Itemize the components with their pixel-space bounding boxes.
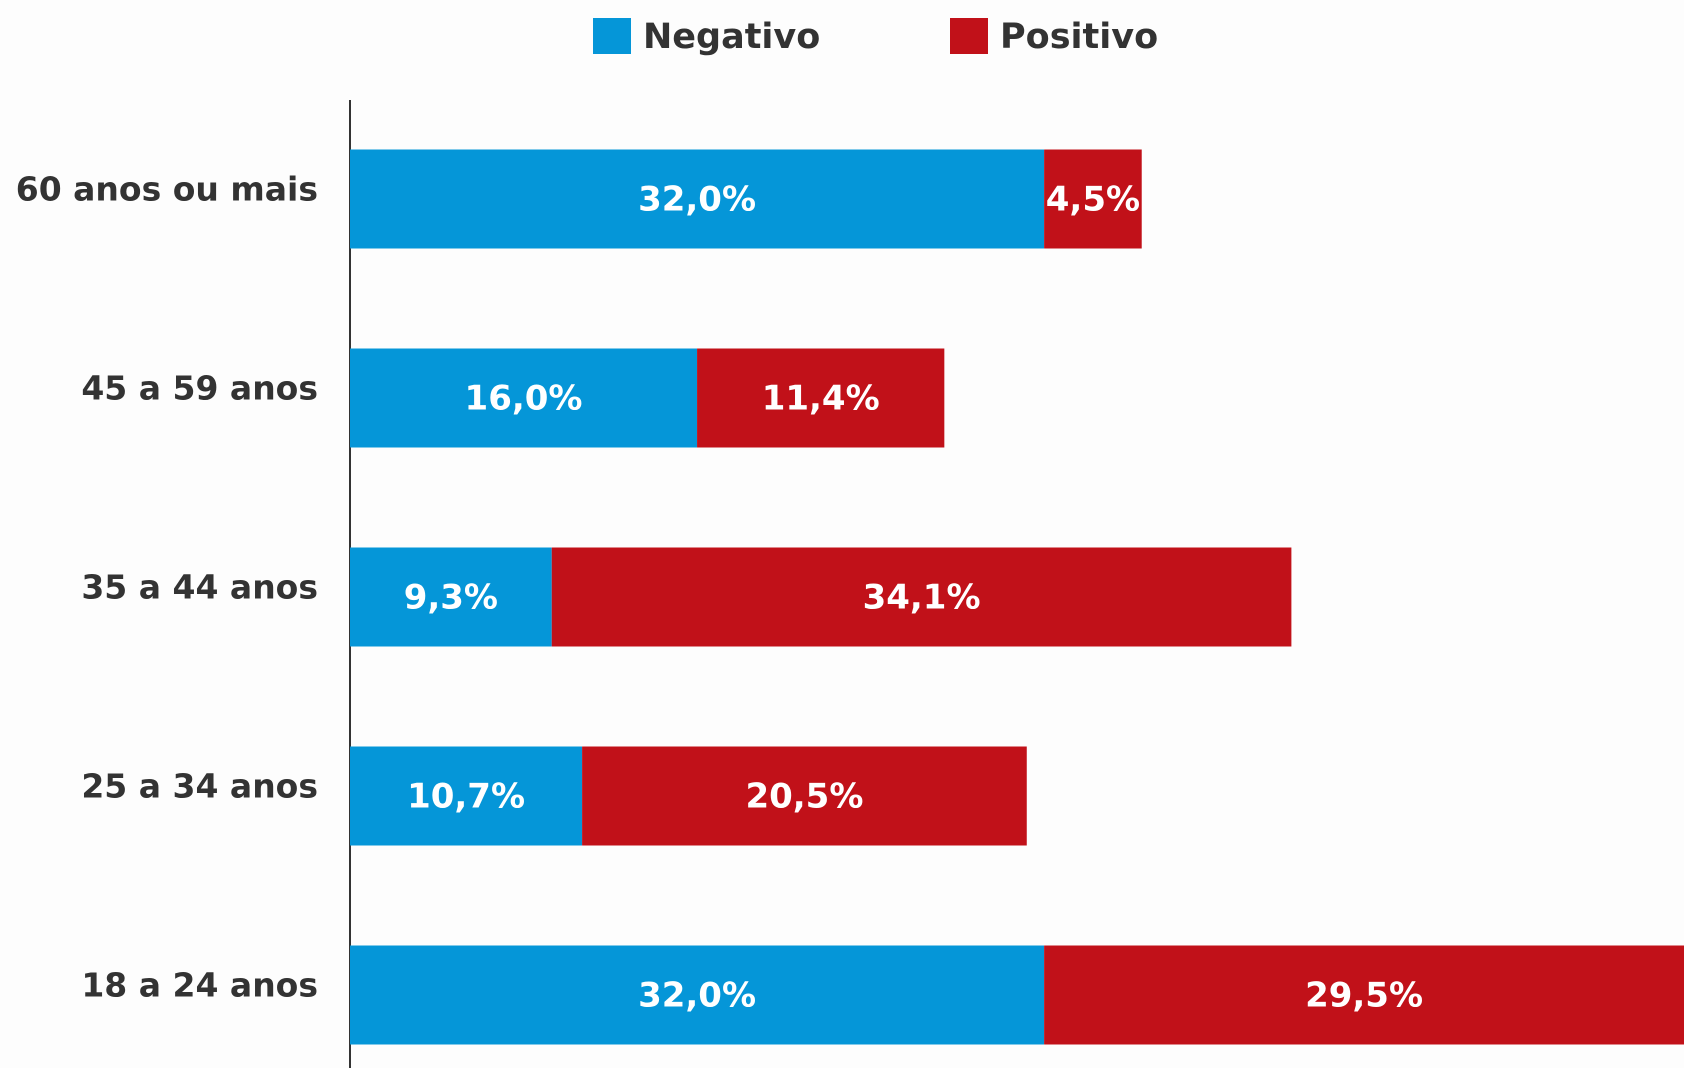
- value-label: 16,0%: [465, 379, 583, 419]
- value-label: 4,5%: [1046, 180, 1140, 220]
- bar-segment: [551, 547, 1292, 647]
- legend-label: Positivo: [1000, 17, 1158, 57]
- bar-segment: [350, 149, 1045, 249]
- category-label: 45 a 59 anos: [81, 369, 318, 408]
- value-label: 10,7%: [407, 777, 525, 817]
- value-label: 20,5%: [745, 777, 863, 817]
- value-label: 32,0%: [638, 180, 756, 220]
- bar-segment: [350, 348, 698, 448]
- bar-segment: [1044, 149, 1142, 249]
- bar-segment: [582, 746, 1027, 846]
- bar-segment: [697, 348, 945, 448]
- bar-segment: [350, 945, 1045, 1045]
- legend-swatch: [593, 18, 631, 54]
- category-label: 25 a 34 anos: [81, 767, 318, 806]
- category-label: 18 a 24 anos: [81, 966, 318, 1005]
- bar-segment: [1044, 945, 1684, 1045]
- category-label: 60 anos ou mais: [16, 170, 318, 209]
- bar-segment: [350, 547, 552, 647]
- legend-label: Negativo: [643, 17, 820, 57]
- value-label: 11,4%: [762, 379, 880, 419]
- bar-segment: [350, 746, 583, 846]
- value-label: 34,1%: [863, 578, 981, 618]
- value-label: 32,0%: [638, 976, 756, 1016]
- category-label: 35 a 44 anos: [81, 568, 318, 607]
- value-label: 9,3%: [404, 578, 498, 618]
- legend-swatch: [950, 18, 988, 54]
- value-label: 29,5%: [1305, 976, 1423, 1016]
